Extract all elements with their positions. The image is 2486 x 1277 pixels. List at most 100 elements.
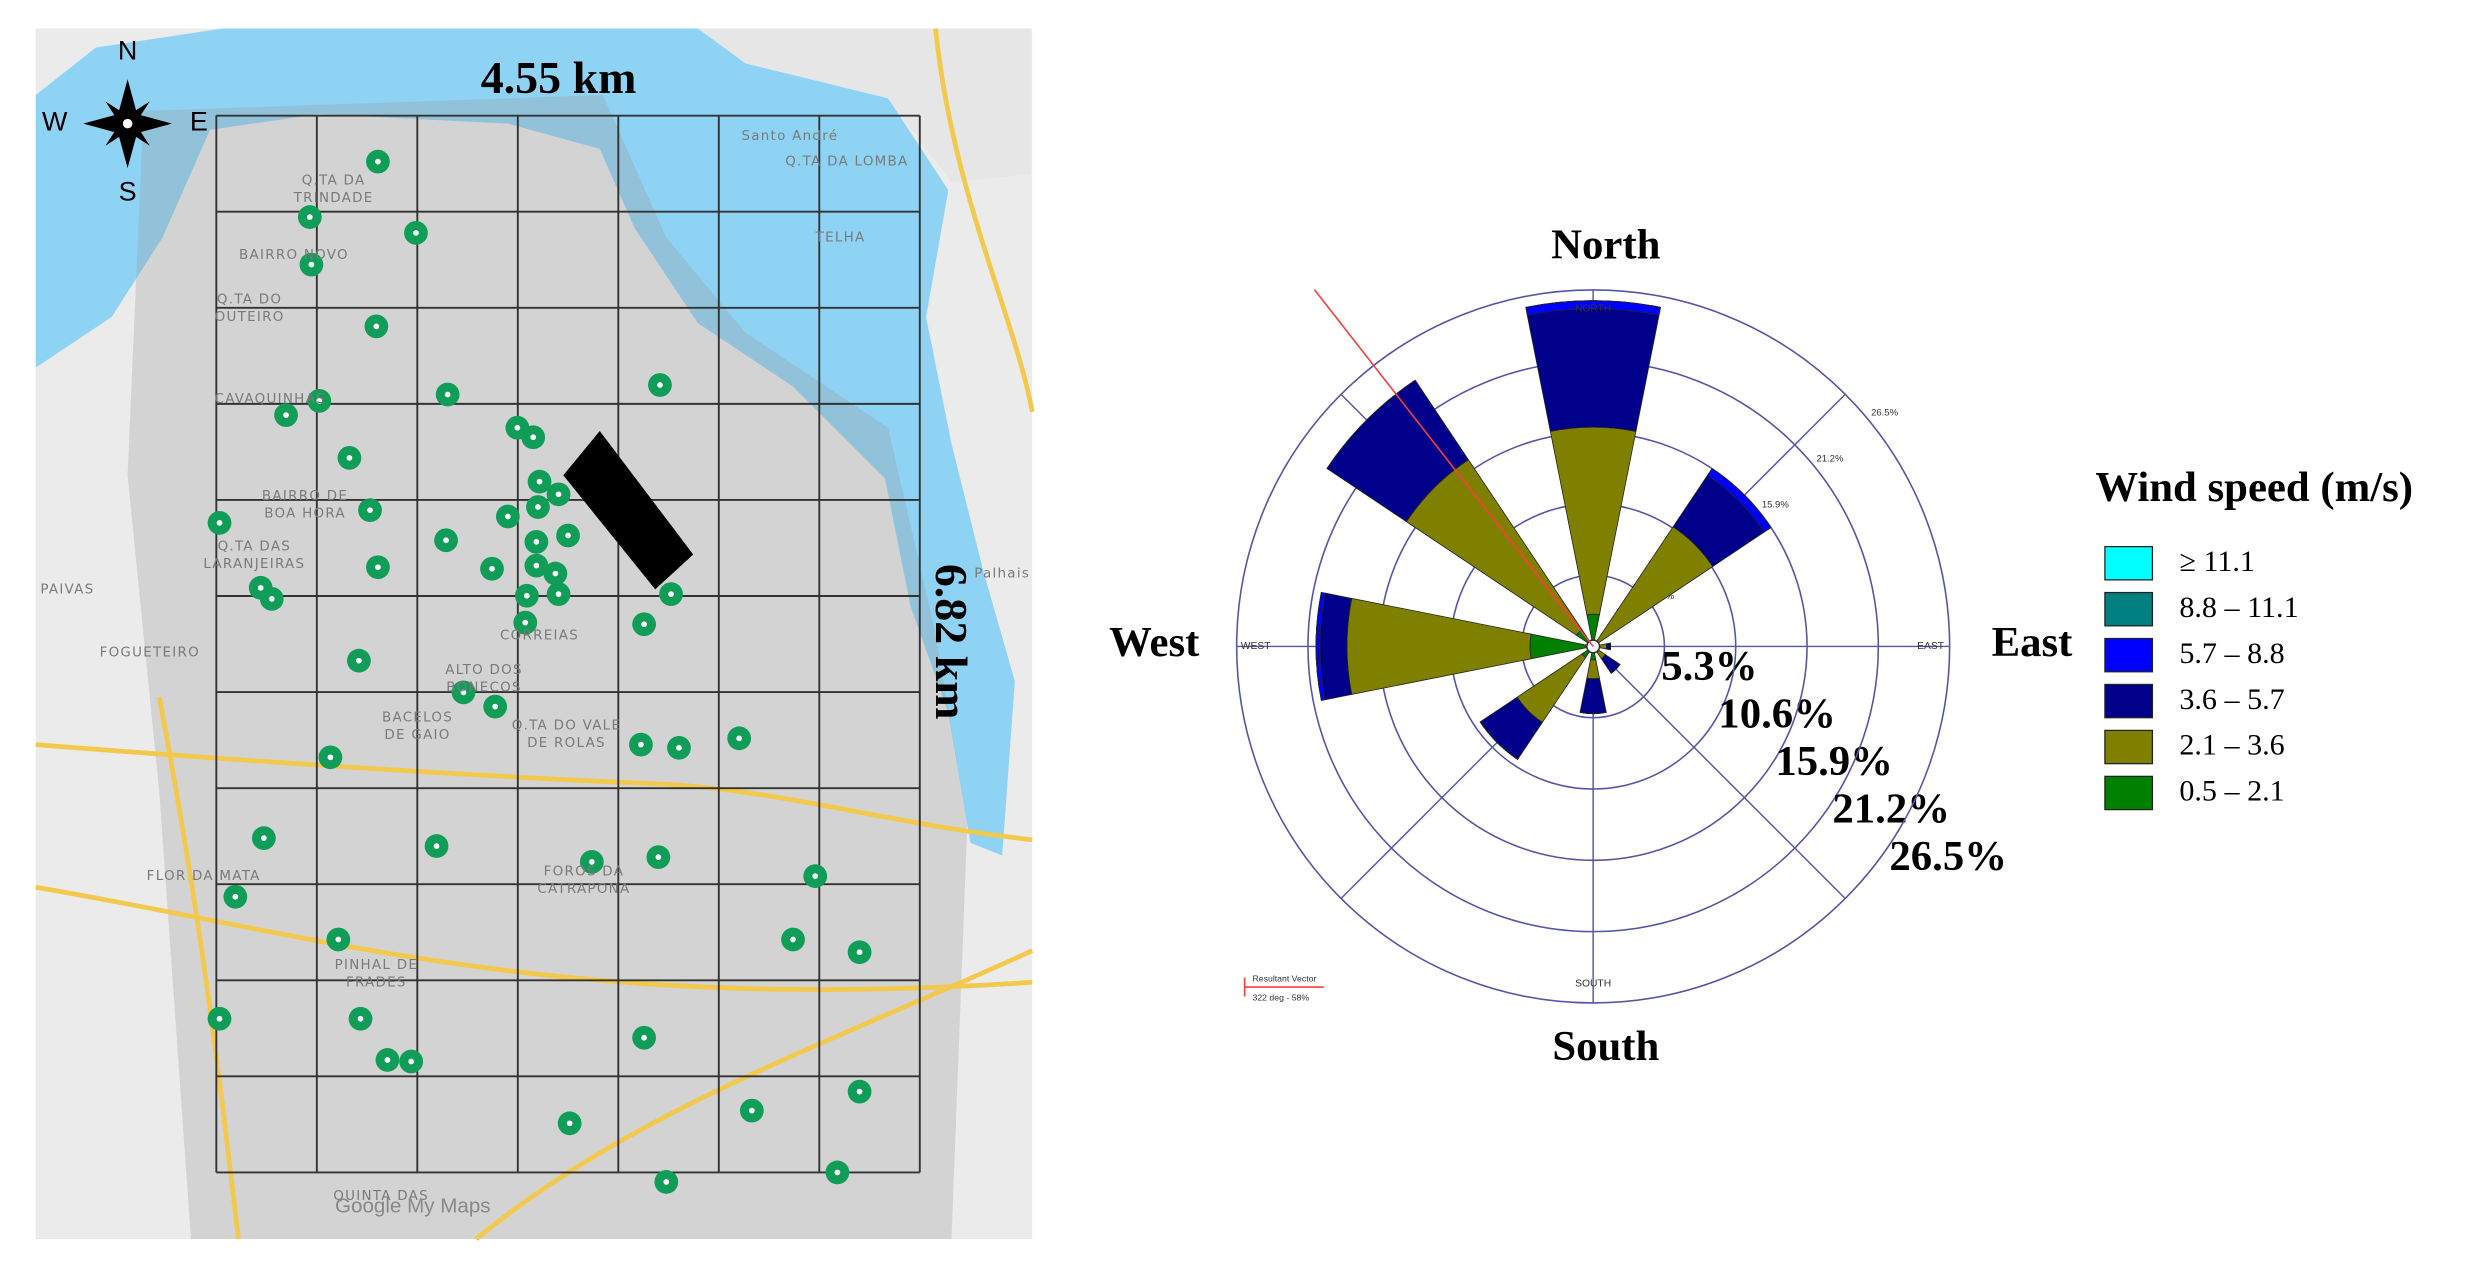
compass-e: E <box>190 107 208 137</box>
place-name: Q.TA DAS <box>218 540 292 555</box>
station <box>326 927 351 952</box>
station-center <box>566 1120 573 1127</box>
station <box>399 1049 424 1074</box>
station <box>527 469 552 494</box>
station-center <box>856 1088 863 1095</box>
station <box>251 826 276 851</box>
station-center <box>375 158 381 165</box>
station-center <box>357 1015 364 1022</box>
road <box>933 28 1035 413</box>
ring-label: 5.3% <box>1661 643 1757 690</box>
petal-segment <box>1526 308 1660 432</box>
petal-segment <box>1549 426 1637 616</box>
petal-segment <box>1525 300 1661 308</box>
legend-swatch <box>2104 545 2154 581</box>
ring-label: 26.5% <box>1889 833 2007 880</box>
station-center <box>444 391 451 398</box>
station-center <box>261 835 267 841</box>
stations <box>207 149 872 1194</box>
station <box>524 529 549 554</box>
legend-swatch <box>2104 729 2154 765</box>
resultant-vector <box>1313 289 1594 647</box>
station-center <box>443 537 449 544</box>
station <box>348 1006 373 1031</box>
site <box>563 430 694 590</box>
resultant-label: Resultant Vector <box>1253 973 1317 983</box>
station-center <box>308 261 315 268</box>
station-center <box>373 323 380 330</box>
station <box>307 388 332 413</box>
station <box>546 582 571 607</box>
place-name: BAIRRO DE <box>262 489 348 504</box>
compass-s: S <box>119 176 137 206</box>
station-center <box>335 936 342 943</box>
place-name: FOROS DA <box>544 864 625 879</box>
station <box>259 587 284 611</box>
place-name: DE GAIO <box>384 728 450 743</box>
station <box>483 694 508 719</box>
compass: N S E W <box>42 35 208 206</box>
place-name: Q.TA DA <box>302 174 366 189</box>
station-center <box>552 570 559 577</box>
place-name: Q.TA DO <box>217 292 282 307</box>
station <box>739 1098 764 1123</box>
study-area <box>127 95 968 1239</box>
station-center <box>676 744 682 751</box>
station <box>648 373 672 397</box>
place-name: TRINDADE <box>293 191 374 206</box>
petal-segment <box>1605 642 1612 651</box>
station <box>223 884 248 909</box>
station <box>825 1160 850 1185</box>
station <box>646 845 671 870</box>
station-center <box>489 565 495 572</box>
roads <box>35 28 1035 1241</box>
ring-label: 15.9% <box>1775 738 1893 785</box>
place-names: Santo André Q.TA DA LOMBA TELHA Q.TA DA TRIN… <box>40 128 1030 1204</box>
station <box>557 1111 582 1136</box>
direction-label-small: NORTH <box>1575 304 1611 315</box>
place-name: PINHAL DE <box>335 958 419 973</box>
petal-segment <box>1579 677 1607 715</box>
place-name: BACELOS <box>382 711 453 726</box>
station-center <box>268 596 275 602</box>
legend-label: 2.1 – 3.6 <box>2179 728 2284 762</box>
place-name: LARANJEIRAS <box>203 557 305 572</box>
station <box>513 610 538 635</box>
place-name: ALTO DOS <box>445 663 523 678</box>
petal-segment <box>1599 643 1607 650</box>
place-name: PAIVAS <box>40 582 94 597</box>
legend-swatch <box>2104 591 2154 627</box>
station <box>480 556 504 581</box>
station <box>366 555 390 580</box>
station <box>847 940 872 965</box>
station-center <box>356 657 362 664</box>
station-center <box>736 735 743 742</box>
legend-label: 5.7 – 8.8 <box>2179 636 2284 670</box>
place-name: TELHA <box>815 231 866 246</box>
station <box>451 680 476 705</box>
legend-label: 3.6 – 5.7 <box>2179 682 2284 716</box>
station <box>526 495 550 519</box>
petal-segment <box>1579 712 1607 715</box>
station <box>632 1025 656 1050</box>
station-center <box>433 843 440 849</box>
station <box>274 403 298 427</box>
place-name: Palhais <box>974 567 1030 582</box>
station <box>207 1006 232 1031</box>
resultant-text: 322 deg - 58% <box>1253 992 1310 1002</box>
station-center <box>641 621 647 628</box>
spoke <box>1592 645 1846 899</box>
station <box>629 732 653 757</box>
station <box>781 927 805 952</box>
place-name: FOGUETEIRO <box>100 646 200 661</box>
station-center <box>555 591 562 597</box>
station-center <box>316 397 323 404</box>
station-center <box>812 873 819 880</box>
place-name: CAVAQUINHAS <box>215 392 326 407</box>
station-center <box>638 741 644 748</box>
place-name: BONECOS <box>446 681 522 696</box>
station-center <box>533 562 540 569</box>
station-center <box>384 1057 391 1063</box>
station-center <box>216 1015 223 1022</box>
